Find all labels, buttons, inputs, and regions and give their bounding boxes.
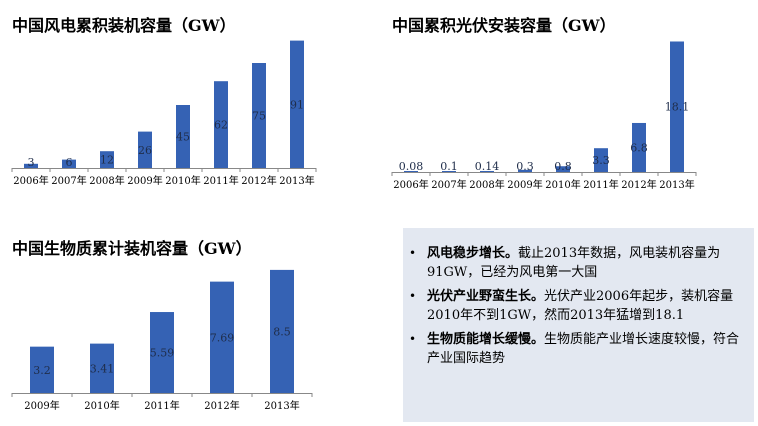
solar-chart-title: 中国累积光伏安装容量（GW） (392, 16, 616, 35)
biomass-tick-label: 2013年 (264, 399, 299, 412)
biomass-capacity-chart: 3.2 2009年 3.41 2010年 5.59 2011年 7.69 2012年 8.5 20… (11, 269, 313, 412)
biomass-tick-label: 2009年 (24, 399, 59, 412)
solar-data-label: 0.8 (554, 160, 572, 173)
solar-data-label: 0.14 (475, 160, 500, 173)
note-item-biomass: • 生物质能增长缓慢。生物质能产业增长速度较慢，符合产业国际趋势 (409, 330, 744, 368)
solar-data-label: 0.3 (516, 160, 534, 173)
solar-tick-label: 2009年 (507, 178, 542, 191)
wind-bar (62, 159, 76, 168)
wind-tick-label: 2013年 (279, 174, 314, 187)
solar-data-label: 18.1 (665, 101, 690, 114)
note-body: 光伏产业2006年起步，装机容量2010年不到1GW，然而2013年猛增到18.… (427, 289, 734, 323)
bullet-icon: • (409, 332, 417, 346)
wind-tick-label: 2007年 (51, 174, 86, 187)
biomass-bar (150, 312, 174, 393)
note-body: 生物质能产业增长速度较慢，符合产业国际趋势 (427, 332, 740, 366)
wind-data-label: 3 (28, 156, 35, 169)
wind-tick-label: 2010年 (165, 174, 200, 187)
biomass-tick-label: 2012年 (204, 399, 239, 412)
note-heading: 光伏产业野蛮生长。 (427, 289, 545, 304)
solar-tick-label: 2011年 (583, 178, 618, 191)
wind-bar (214, 81, 228, 168)
wind-capacity-chart: 3 2006年 6 2007年 12 2008年 26 2009年 45 2010年 62 2011年… (11, 40, 317, 187)
solar-capacity-chart: 0.08 2006年 0.1 2007年 0.14 2008年 0.3 2009年 0.8 201… (391, 41, 697, 191)
biomass-bar (270, 269, 294, 393)
biomass-bar (210, 281, 234, 393)
wind-data-label: 12 (100, 154, 114, 167)
wind-data-label: 45 (176, 131, 190, 144)
solar-data-label: 6.8 (630, 141, 648, 154)
solar-tick-label: 2010年 (545, 178, 580, 191)
wind-bar (252, 63, 266, 168)
wind-data-label: 6 (66, 156, 73, 169)
wind-tick-label: 2012年 (241, 174, 276, 187)
solar-tick-label: 2012年 (621, 178, 656, 191)
wind-chart-title: 中国风电累积装机容量（GW） (12, 16, 236, 35)
solar-bar (632, 122, 646, 172)
wind-tick-label: 2009年 (127, 174, 162, 187)
biomass-data-label: 5.59 (150, 347, 175, 360)
solar-tick-label: 2006年 (393, 178, 428, 191)
note-heading: 生物质能增长缓慢。 (427, 332, 545, 347)
solar-bar (594, 148, 608, 172)
biomass-data-label: 7.69 (210, 331, 235, 344)
solar-bar (556, 166, 570, 172)
solar-tick-label: 2007年 (431, 178, 466, 191)
biomass-bar (90, 343, 114, 393)
wind-bar (138, 131, 152, 168)
biomass-data-label: 8.5 (273, 325, 291, 338)
wind-data-label: 26 (138, 144, 152, 157)
biomass-chart-title: 中国生物质累计装机容量（GW） (12, 239, 252, 258)
solar-bar (518, 169, 532, 172)
note-item-wind: • 风电稳步增长。截止2013年数据，风电装机容量为91GW，已经为风电第一大国 (409, 244, 744, 282)
wind-data-label: 62 (214, 119, 228, 132)
biomass-tick-label: 2010年 (84, 399, 119, 412)
wind-data-label: 91 (290, 98, 304, 111)
solar-bar (404, 171, 418, 172)
solar-data-label: 0.08 (399, 160, 424, 173)
biomass-tick-label: 2011年 (144, 399, 179, 412)
wind-data-label: 75 (252, 110, 266, 123)
wind-bar (290, 40, 304, 168)
note-body: 截止2013年数据，风电装机容量为91GW，已经为风电第一大国 (427, 246, 721, 280)
solar-bar (480, 170, 494, 172)
solar-tick-label: 2013年 (659, 178, 694, 191)
wind-bar (100, 151, 114, 168)
solar-bar (670, 41, 684, 173)
wind-tick-label: 2006年 (13, 174, 48, 187)
summary-notes: • 风电稳步增长。截止2013年数据，风电装机容量为91GW，已经为风电第一大国… (403, 228, 754, 422)
wind-tick-label: 2011年 (203, 174, 238, 187)
solar-bar (442, 171, 456, 172)
bullet-icon: • (409, 246, 417, 260)
solar-data-label: 0.1 (440, 160, 458, 173)
note-item-solar: • 光伏产业野蛮生长。光伏产业2006年起步，装机容量2010年不到1GW，然而… (409, 287, 744, 325)
biomass-data-label: 3.2 (33, 364, 51, 377)
biomass-bar (30, 346, 54, 393)
wind-bar (24, 163, 38, 168)
bullet-icon: • (409, 289, 417, 303)
solar-tick-label: 2008年 (469, 178, 504, 191)
biomass-data-label: 3.41 (90, 362, 115, 375)
wind-bar (176, 105, 190, 168)
note-heading: 风电稳步增长。 (427, 246, 519, 261)
solar-data-label: 3.3 (592, 154, 610, 167)
wind-tick-label: 2008年 (89, 174, 124, 187)
